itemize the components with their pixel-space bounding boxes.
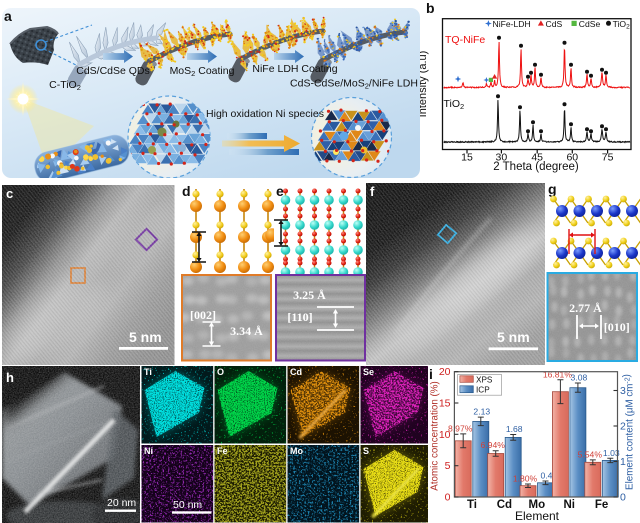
svg-text:XPS: XPS	[476, 375, 493, 384]
svg-text:0.4: 0.4	[541, 471, 553, 481]
svg-text:Mo: Mo	[290, 446, 303, 456]
svg-text:g: g	[548, 185, 557, 197]
svg-text:C-TiO2: C-TiO2	[49, 79, 81, 92]
svg-text:b: b	[426, 0, 435, 16]
svg-text:1.80%: 1.80%	[513, 474, 538, 484]
svg-text:Atomic concentration (%): Atomic concentration (%)	[430, 381, 441, 490]
svg-text:f: f	[370, 184, 375, 199]
svg-text:h: h	[6, 370, 14, 385]
svg-text:Ti: Ti	[467, 499, 477, 511]
svg-text:20 nm: 20 nm	[107, 497, 136, 509]
svg-text:5 nm: 5 nm	[129, 329, 162, 345]
svg-text:10: 10	[439, 429, 451, 441]
svg-text:[010]: [010]	[604, 320, 630, 334]
svg-text:20: 20	[439, 366, 451, 378]
svg-text:15: 15	[439, 397, 451, 409]
svg-text:2: 2	[620, 420, 626, 432]
svg-text:Ni: Ni	[144, 446, 153, 456]
svg-text:2.13: 2.13	[473, 407, 490, 417]
svg-text:[002]: [002]	[190, 308, 216, 322]
svg-text:5: 5	[445, 460, 451, 472]
svg-text:1.68: 1.68	[506, 424, 523, 434]
svg-text:CdSe: CdSe	[579, 19, 601, 29]
svg-text:Element content (μM cm-2): Element content (μM cm-2)	[622, 374, 636, 490]
svg-text:a: a	[4, 8, 12, 24]
svg-text:TiO2: TiO2	[444, 98, 465, 111]
svg-text:CdS: CdS	[546, 19, 563, 29]
svg-text:6.94%: 6.94%	[481, 440, 506, 450]
svg-text:O: O	[217, 367, 224, 377]
svg-text:S: S	[363, 446, 369, 456]
svg-text:5 nm: 5 nm	[497, 329, 530, 345]
svg-text:0: 0	[620, 491, 626, 503]
svg-text:ICP: ICP	[476, 385, 490, 394]
svg-text:NiFe LDH Coating: NiFe LDH Coating	[252, 63, 337, 75]
svg-text:e: e	[276, 185, 284, 199]
svg-text:60: 60	[566, 152, 578, 164]
svg-text:2 Theta (degree): 2 Theta (degree)	[493, 161, 579, 173]
svg-text:Fe: Fe	[595, 499, 608, 511]
svg-text:Cd: Cd	[290, 367, 302, 377]
svg-text:Mo: Mo	[528, 499, 545, 511]
svg-text:CdS/CdSe QDs: CdS/CdSe QDs	[76, 65, 150, 77]
svg-text:[110]: [110]	[287, 310, 312, 324]
svg-text:75: 75	[602, 152, 614, 164]
svg-text:5.54%: 5.54%	[578, 449, 603, 459]
svg-text:Ni: Ni	[563, 499, 575, 511]
svg-text:TiO2: TiO2	[613, 19, 631, 31]
svg-text:High oxidation Ni species: High oxidation Ni species	[206, 108, 324, 120]
svg-text:Ti: Ti	[144, 367, 152, 377]
svg-text:MoS2 Coating: MoS2 Coating	[170, 65, 235, 78]
svg-text:CdS-CdSe/MoS2/NiFe LDH: CdS-CdSe/MoS2/NiFe LDH	[290, 78, 418, 91]
svg-text:TQ-NiFe: TQ-NiFe	[445, 34, 485, 46]
svg-text:Intensity (a.u): Intensity (a.u)	[420, 51, 429, 118]
svg-text:45: 45	[531, 152, 543, 164]
svg-text:i: i	[429, 366, 433, 382]
svg-text:1: 1	[620, 456, 626, 468]
svg-text:c: c	[6, 186, 13, 201]
svg-text:15: 15	[461, 152, 473, 164]
svg-text:3.08: 3.08	[571, 373, 588, 383]
svg-text:Element: Element	[515, 509, 560, 523]
svg-text:3.34 Å: 3.34 Å	[230, 324, 263, 338]
svg-text:NiFe-LDH: NiFe-LDH	[493, 19, 531, 29]
svg-text:d: d	[182, 185, 191, 199]
svg-text:2.77 Å: 2.77 Å	[569, 301, 602, 315]
svg-text:8.97%: 8.97%	[448, 423, 473, 433]
svg-text:Cd: Cd	[497, 499, 512, 511]
svg-text:16.81%: 16.81%	[543, 369, 573, 379]
svg-text:3.25 Å: 3.25 Å	[293, 288, 326, 302]
svg-text:Se: Se	[363, 367, 374, 377]
svg-text:1.03: 1.03	[603, 448, 620, 458]
svg-text:Fe: Fe	[217, 446, 228, 456]
svg-text:3: 3	[620, 385, 626, 397]
svg-text:50 nm: 50 nm	[173, 499, 202, 511]
svg-text:30: 30	[496, 152, 508, 164]
svg-text:0: 0	[445, 491, 451, 503]
